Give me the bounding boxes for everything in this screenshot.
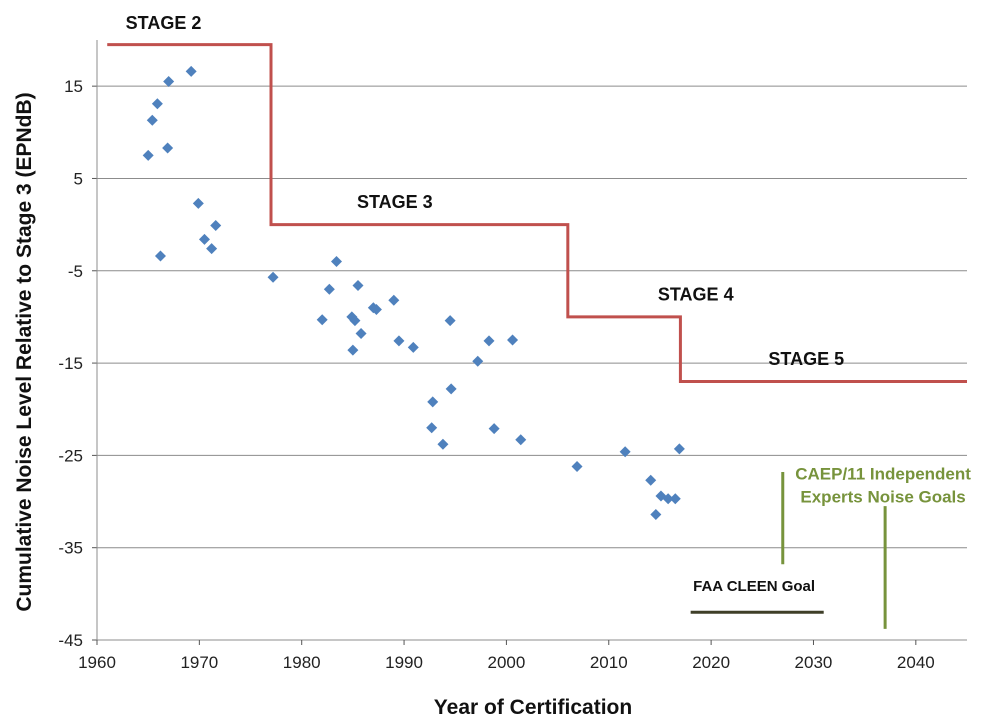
data-point (349, 315, 361, 327)
stage-label: STAGE 2 (126, 13, 202, 33)
data-point (662, 493, 674, 505)
caep-goal-label: CAEP/11 Independent (795, 464, 971, 483)
x-tick-label: 2010 (590, 653, 628, 672)
data-point (444, 315, 456, 327)
y-tick-label: 15 (64, 77, 83, 96)
data-point (388, 294, 400, 306)
data-point (185, 65, 197, 77)
x-tick-label: 2030 (795, 653, 833, 672)
data-point (427, 396, 439, 408)
stage-label: STAGE 3 (357, 192, 433, 212)
cleen-goal-label: FAA CLEEN Goal (693, 578, 815, 595)
data-point (316, 314, 328, 326)
data-point (151, 98, 163, 110)
x-tick-label: 2000 (487, 653, 525, 672)
y-tick-label: -15 (58, 354, 83, 373)
data-point (331, 256, 343, 268)
data-point (323, 283, 335, 295)
data-point (437, 438, 449, 450)
data-point (352, 280, 364, 292)
data-point (426, 422, 438, 434)
axes: -45 -35 -25 -15 -5 5 15 1960 1970 1980 1990 2000 201… (58, 40, 967, 672)
x-axis-title: Year of Certification (434, 696, 632, 719)
data-point (163, 76, 175, 88)
data-point (650, 508, 662, 520)
stage-limit-line: STAGE 2 STAGE 3 STAGE 4 STAGE 5 (107, 13, 967, 384)
data-point (210, 220, 222, 232)
data-point (370, 304, 382, 316)
stage-label: STAGE 5 (768, 349, 844, 369)
data-point (393, 335, 405, 347)
y-axis-title: Cumulative Noise Level Relative to Stage… (13, 92, 36, 611)
x-tick-label: 1960 (78, 653, 116, 672)
data-point (472, 355, 484, 367)
data-point (162, 142, 174, 154)
y-tick-label: 5 (74, 169, 83, 188)
aircraft-data-points (142, 65, 685, 520)
data-point (483, 335, 495, 347)
data-point (206, 243, 218, 255)
y-tick-label: -45 (58, 631, 83, 650)
stage-limit-polyline (107, 43, 967, 384)
data-point (619, 446, 631, 458)
y-tick-label: -35 (58, 539, 83, 558)
x-tick-label: 2020 (692, 653, 730, 672)
stage-label: STAGE 4 (658, 284, 734, 304)
y-tick-label: -25 (58, 446, 83, 465)
data-point (146, 114, 158, 126)
x-tick-label: 1990 (385, 653, 423, 672)
y-tick-label: -5 (68, 262, 83, 281)
data-point (154, 250, 166, 262)
data-point (515, 434, 527, 446)
data-point (645, 474, 657, 486)
data-point (571, 460, 583, 472)
data-point (192, 197, 204, 209)
gridlines (97, 85, 967, 549)
annotations: CAEP/11 Independent Experts Noise Goals FA… (690, 464, 971, 629)
x-tick-label: 1970 (180, 653, 218, 672)
x-tick-label: 2040 (897, 653, 935, 672)
x-tick-label: 1980 (283, 653, 321, 672)
data-point (355, 328, 367, 340)
data-point (198, 233, 210, 245)
data-point (142, 149, 154, 161)
data-point (507, 334, 519, 346)
data-point (267, 271, 279, 283)
data-point (407, 341, 419, 353)
data-point (445, 383, 457, 395)
data-point (673, 443, 685, 455)
data-point (347, 344, 359, 356)
data-point (669, 493, 681, 505)
caep-goal-label: Experts Noise Goals (800, 487, 965, 506)
data-point (488, 423, 500, 435)
